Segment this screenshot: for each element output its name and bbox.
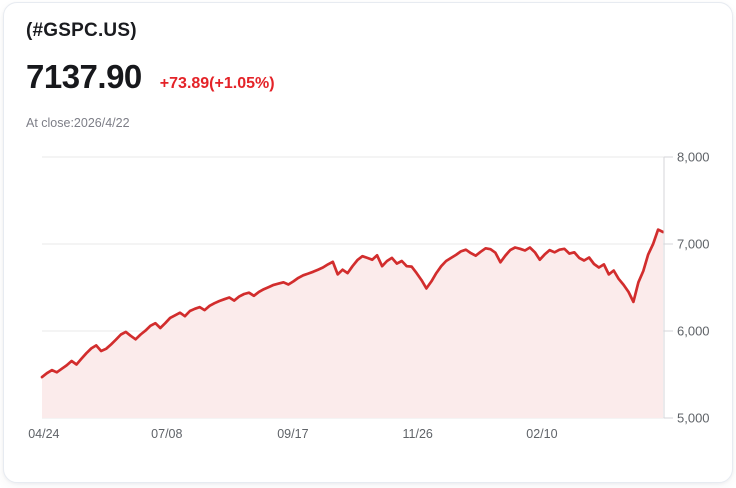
price-change: +73.89(+1.05%) <box>159 75 275 92</box>
symbol-title: (#GSPC.US) <box>26 20 137 41</box>
last-price: 7137.90 <box>26 58 142 95</box>
close-date-label: At close:2026/4/22 <box>26 116 130 130</box>
price-row: 7137.90 +73.89(+1.05%) <box>26 58 275 96</box>
